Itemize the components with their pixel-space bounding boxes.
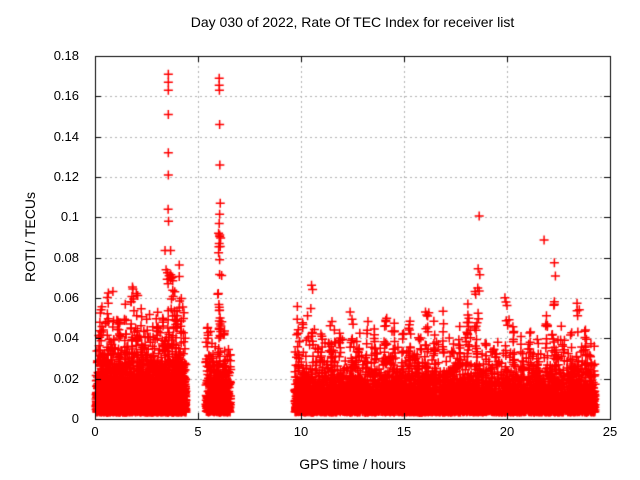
- y-tick-label: 0.12: [53, 169, 79, 184]
- y-tick-label: 0.08: [53, 249, 79, 265]
- x-tick-label: 5: [194, 424, 202, 439]
- chart-title: Day 030 of 2022, Rate Of TEC Index for r…: [190, 14, 515, 30]
- x-axis-label: GPS time / hours: [299, 456, 406, 472]
- y-tick-label: 0.04: [53, 330, 79, 346]
- y-tick-label: 0.18: [53, 48, 79, 63]
- x-tick-label: 25: [602, 424, 618, 439]
- y-tick-label: 0.16: [53, 88, 79, 104]
- y-axis-label: ROTI / TECUs: [22, 192, 38, 282]
- x-tick-label: 15: [396, 424, 412, 439]
- y-tick-label: 0.14: [53, 128, 79, 144]
- y-tick-label: 0.1: [60, 209, 79, 225]
- y-tick-label: 0.02: [53, 370, 79, 386]
- y-tick-label: 0: [71, 411, 79, 426]
- x-tick-label: 0: [91, 424, 99, 439]
- y-tick-label: 0.06: [53, 290, 79, 305]
- x-tick-label: 10: [293, 424, 309, 439]
- x-tick-label: 20: [499, 424, 515, 439]
